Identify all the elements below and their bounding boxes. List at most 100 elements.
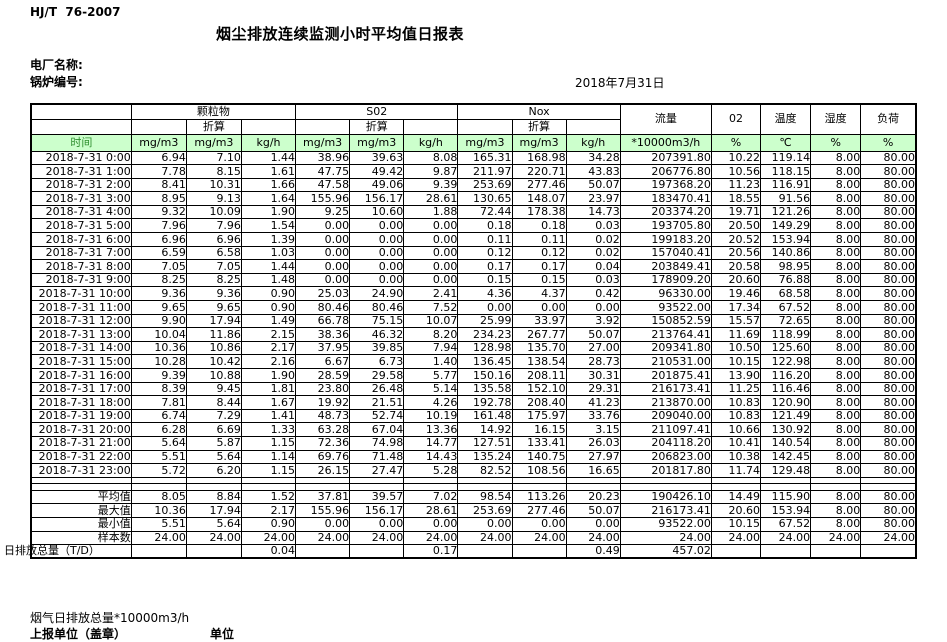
value-cell: 0.11 (511, 232, 567, 247)
value-cell: 0.17 (511, 259, 567, 274)
value-cell: 130.65 (457, 191, 513, 206)
value-cell: 1.49 (240, 313, 297, 329)
value-cell: 1.40 (403, 354, 459, 369)
value-cell: 9.25 (295, 204, 351, 220)
value-cell: 80.00 (860, 516, 917, 532)
column-header-load: 负荷 (860, 103, 917, 135)
value-cell: 4.37 (511, 286, 567, 302)
value-cell: 1.15 (240, 435, 297, 451)
value-cell: 7.29 (185, 408, 242, 424)
value-cell: 10.83 (710, 408, 762, 424)
value-cell: 30.31 (565, 368, 621, 383)
value-cell: 9.39 (130, 368, 187, 383)
value-cell: 10.07 (403, 313, 459, 329)
value-cell: 140.54 (760, 435, 812, 451)
value-cell: 74.98 (349, 435, 405, 451)
value-cell: 6.96 (185, 232, 242, 247)
value-cell: 1.67 (240, 395, 297, 410)
value-cell: 253.69 (457, 503, 513, 518)
value-cell: 2.17 (240, 340, 297, 356)
value-cell: 5.51 (130, 449, 187, 465)
value-cell: 207391.80 (619, 150, 712, 166)
value-cell: 8.08 (403, 150, 459, 166)
value-cell: 5.14 (403, 381, 459, 397)
unit-header-cell: kg/h (403, 133, 459, 152)
table-row: 2018-7-31 16:00 9.39 10.88 1.90 28.59 29.58 5.… (30, 368, 917, 383)
value-cell: 0.12 (457, 245, 513, 261)
value-cell: 190426.10 (619, 489, 712, 505)
value-cell: 10.83 (710, 395, 762, 410)
value-cell: 210531.00 (619, 354, 712, 369)
group-header-so2: S02 (295, 103, 459, 120)
value-cell: 20.23 (565, 489, 621, 505)
value-cell: 72.44 (457, 204, 513, 220)
value-cell (860, 544, 917, 559)
summary-label-cell: 平均值 (30, 489, 132, 505)
value-cell: 6.94 (130, 150, 187, 166)
value-cell: 8.00 (810, 164, 862, 179)
value-cell: 0.42 (565, 286, 621, 302)
value-cell: 142.45 (760, 449, 812, 465)
value-cell: 8.00 (810, 395, 862, 410)
unit-header-cell: mg/m3 (295, 133, 351, 152)
value-cell: 0.18 (457, 218, 513, 234)
value-cell: 25.99 (457, 313, 513, 329)
summary-row: 日排放总量（T/D） 0.04 0.17 0.49 457.02 (4, 544, 917, 559)
value-cell: 216173.41 (619, 381, 712, 397)
value-cell: 9.65 (130, 300, 187, 315)
value-cell: 80.00 (860, 313, 917, 329)
value-cell: 10.42 (185, 354, 242, 369)
value-cell: 201817.80 (619, 463, 712, 478)
value-cell: 67.04 (349, 422, 405, 437)
value-cell: 165.31 (457, 150, 513, 166)
value-cell: 7.52 (403, 300, 459, 315)
value-cell: 140.86 (760, 245, 812, 261)
value-cell: 80.00 (860, 503, 917, 518)
value-cell: 20.58 (710, 259, 762, 274)
value-cell: 1.41 (240, 408, 297, 424)
value-cell (185, 544, 242, 559)
value-cell: 8.00 (810, 435, 862, 451)
plant-name-label: 电厂名称: (30, 58, 83, 72)
value-cell: 116.46 (760, 381, 812, 397)
value-cell: 119.14 (760, 150, 812, 166)
time-cell: 2018-7-31 13:00 (30, 327, 132, 342)
value-cell: 50.07 (565, 327, 621, 342)
value-cell: 10.09 (185, 204, 242, 220)
time-cell: 2018-7-31 3:00 (30, 191, 132, 206)
value-cell: 277.46 (511, 177, 567, 193)
value-cell: 24.00 (349, 530, 405, 546)
value-cell: 0.00 (565, 300, 621, 315)
value-cell: 80.00 (860, 232, 917, 247)
value-cell: 0.00 (457, 516, 513, 532)
value-cell: 0.00 (349, 218, 405, 234)
value-cell: 14.73 (565, 204, 621, 220)
value-cell: 0.00 (295, 218, 351, 234)
value-cell: 138.54 (511, 354, 567, 369)
value-cell: 6.59 (130, 245, 187, 261)
value-cell: 80.00 (860, 286, 917, 302)
value-cell: 8.00 (810, 232, 862, 247)
value-cell: 1.44 (240, 150, 297, 166)
value-cell: 204118.20 (619, 435, 712, 451)
value-cell: 0.12 (511, 245, 567, 261)
value-cell: 0.00 (349, 259, 405, 274)
value-cell: 80.00 (860, 327, 917, 342)
value-cell: 3.15 (565, 422, 621, 437)
value-cell: 5.64 (185, 516, 242, 532)
value-cell: 116.91 (760, 177, 812, 193)
value-cell: 199183.20 (619, 232, 712, 247)
value-cell: 39.57 (349, 489, 405, 505)
value-cell: 8.00 (810, 516, 862, 532)
value-cell: 203374.20 (619, 204, 712, 220)
value-cell: 6.67 (295, 354, 351, 369)
value-cell: 220.71 (511, 164, 567, 179)
value-cell: 9.90 (130, 313, 187, 329)
value-cell: 26.48 (349, 381, 405, 397)
value-cell: 1.90 (240, 368, 297, 383)
value-cell: 10.22 (710, 150, 762, 166)
value-cell: 8.00 (810, 368, 862, 383)
value-cell: 140.75 (511, 449, 567, 465)
value-cell: 152.10 (511, 381, 567, 397)
value-cell: 20.60 (710, 503, 762, 518)
